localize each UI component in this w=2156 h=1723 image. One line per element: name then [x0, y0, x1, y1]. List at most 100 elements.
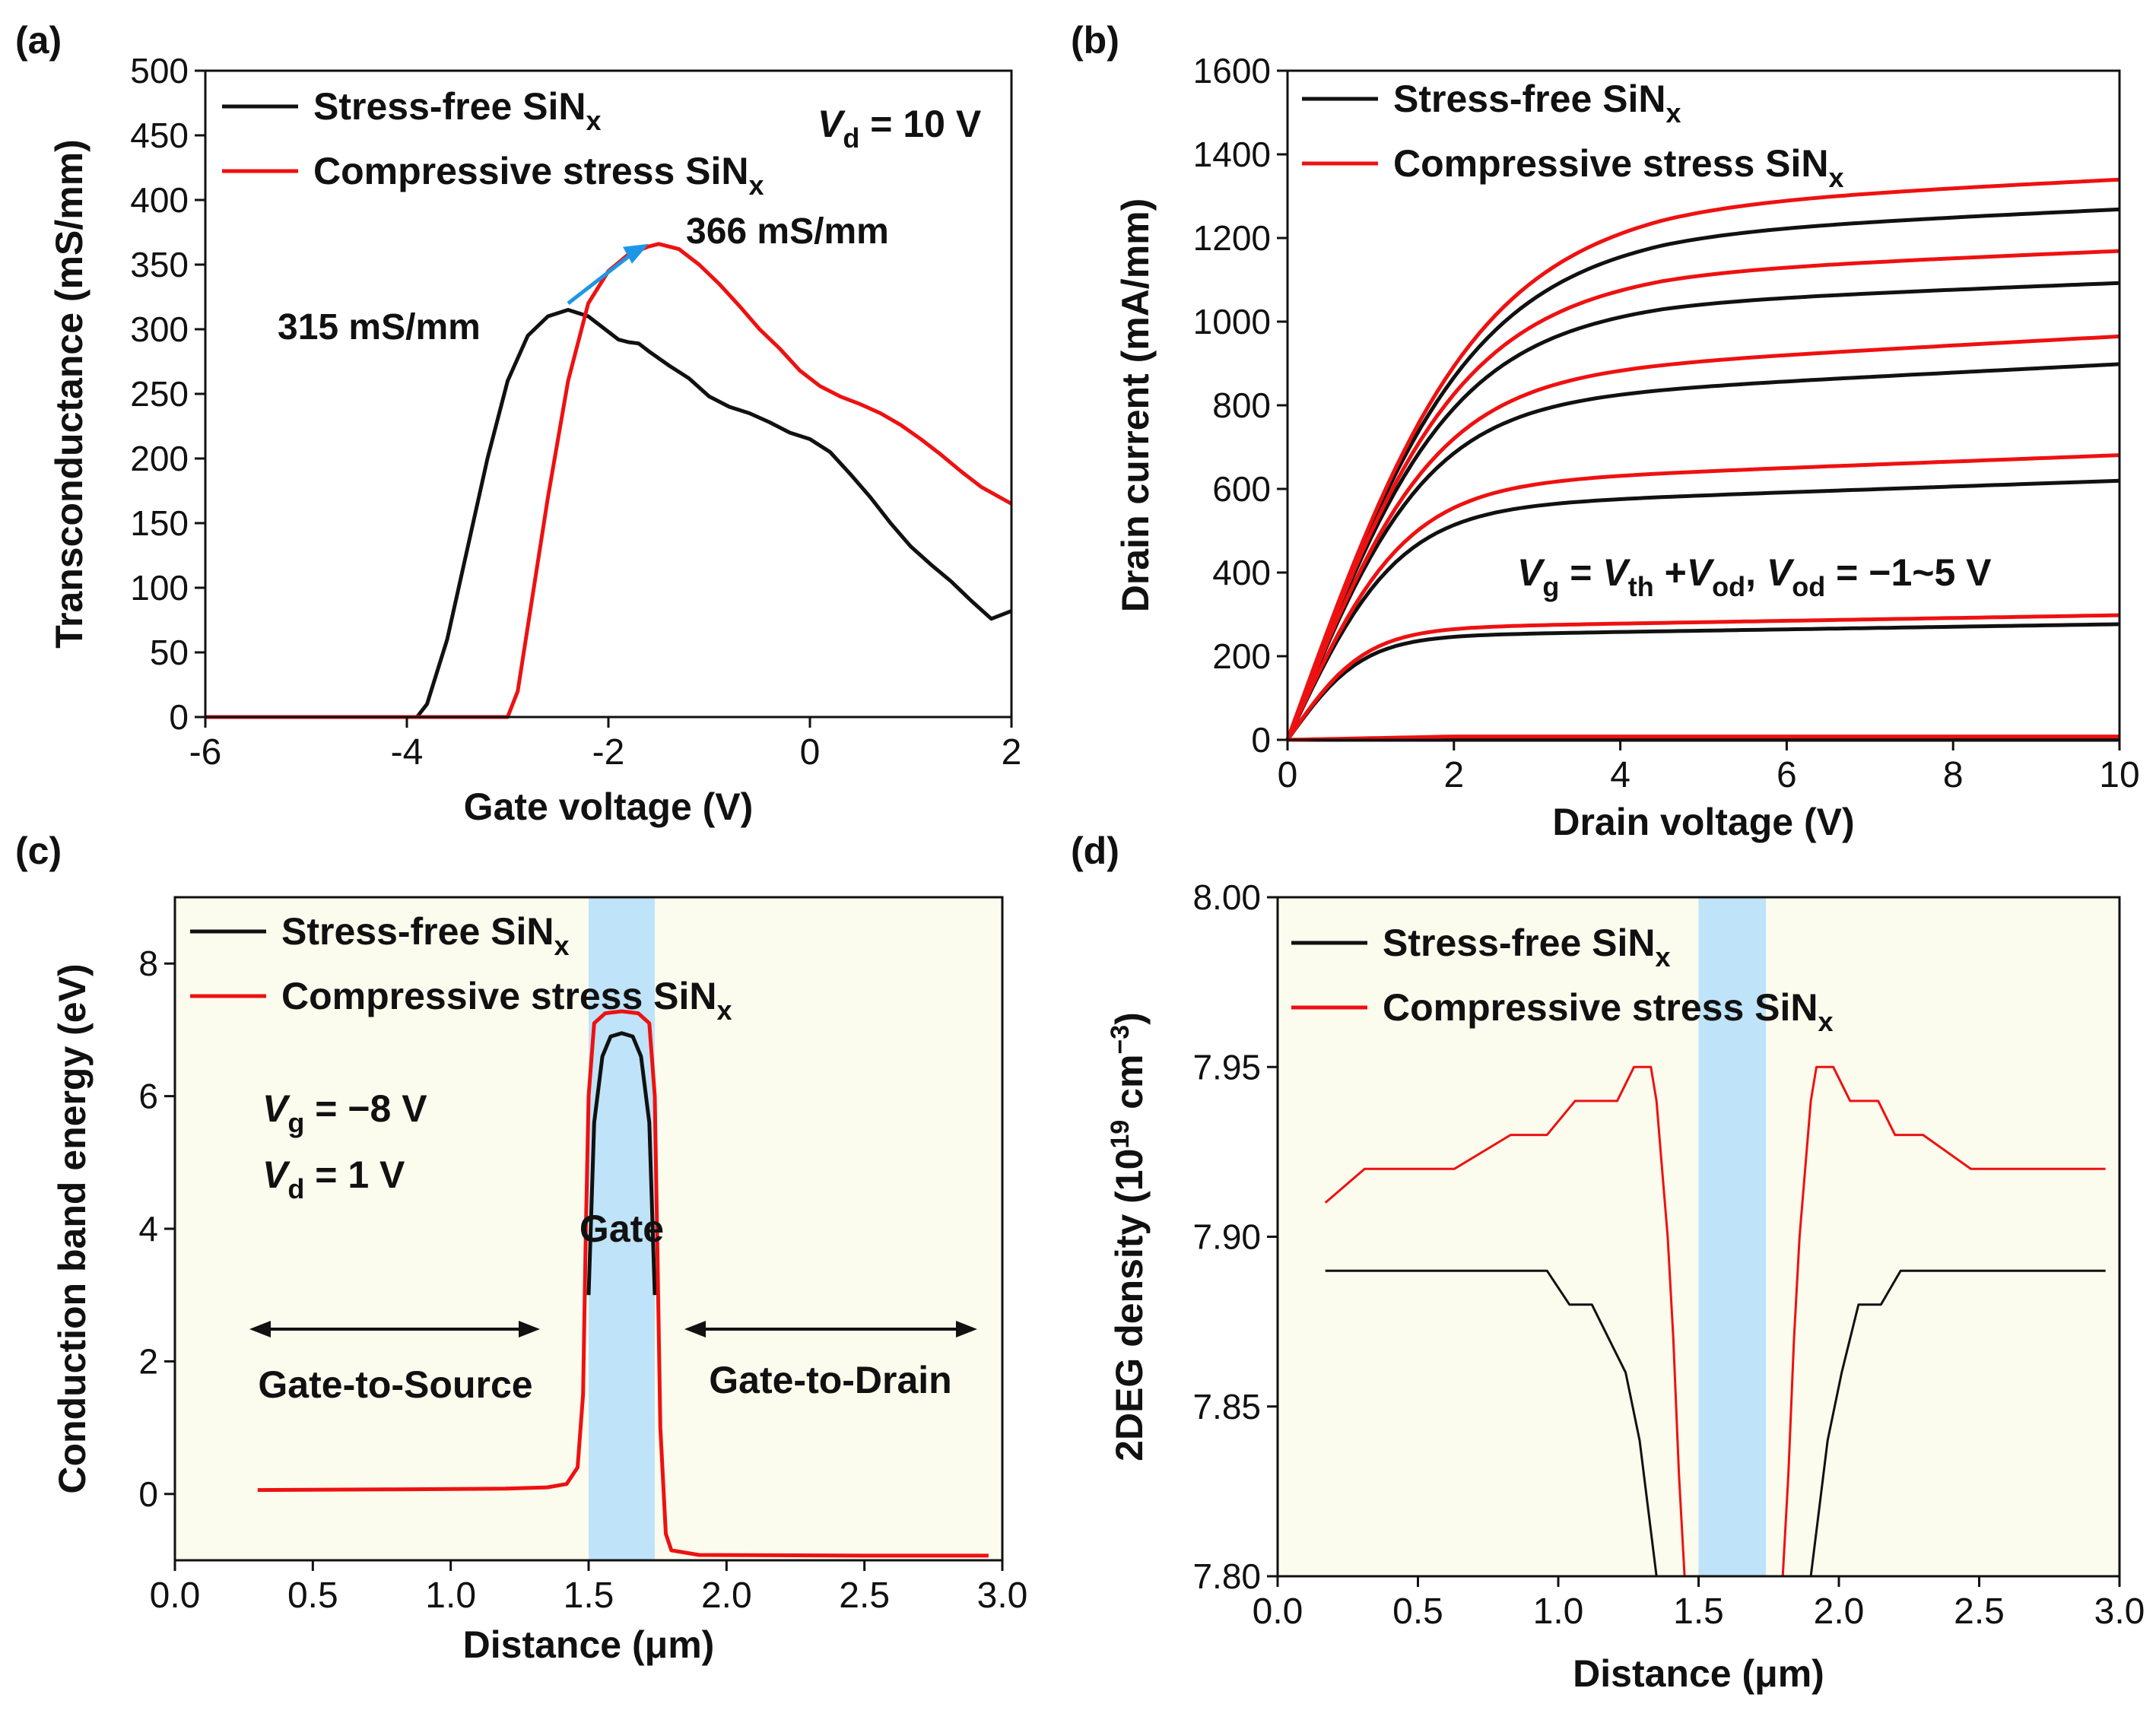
- gate-to-drain-label: Gate-to-Drain: [709, 1359, 951, 1401]
- band-line: [257, 1009, 989, 1558]
- output-curve: [1285, 281, 2120, 741]
- y-tick-label: 7.80: [1192, 1556, 1261, 1596]
- density-line: [1324, 1065, 1686, 1577]
- y-tick-label: 7.85: [1192, 1387, 1261, 1426]
- panel-b-chart: Stress-free SiNx Compressive stress SiNx V…: [1114, 51, 2140, 843]
- legend-label: Compressive stress SiNx: [313, 150, 764, 201]
- y-tick-label: 500: [130, 51, 189, 90]
- x-tick-label: 0.5: [287, 1575, 338, 1616]
- x-tick-label: 10: [2099, 755, 2139, 795]
- y-tick-label: 7.90: [1192, 1217, 1261, 1257]
- output-curve: [1285, 622, 2120, 741]
- y-tick-label: 8.00: [1192, 877, 1261, 917]
- y-tick-label: 50: [150, 633, 189, 672]
- output-curve: [1285, 362, 2120, 741]
- y-axis-title: Drain current (mA/mm): [1114, 198, 1157, 613]
- condition-vd: Vd = 10 V: [818, 103, 982, 154]
- annotation-315: 315 mS/mm: [278, 307, 481, 347]
- y-axis-title: Transconductance (mS/mm): [48, 139, 90, 649]
- density-line: [1325, 1269, 1658, 1577]
- density-line: [1809, 1269, 2106, 1577]
- x-axis-title: Drain voltage (V): [1552, 801, 1854, 843]
- x-tick-label: 0.0: [1253, 1591, 1303, 1632]
- y-tick-label: 200: [130, 439, 189, 478]
- output-curve: [1285, 478, 2120, 741]
- legend-label: Stress-free SiNx: [1393, 78, 1681, 129]
- panel-d-chart: Stress-free SiNx Compressive stress SiNx 0…: [1106, 877, 2145, 1695]
- x-tick-label: 2.5: [1954, 1591, 2005, 1632]
- x-tick-label: 2: [1002, 732, 1022, 773]
- y-tick-label: 200: [1212, 636, 1271, 676]
- x-tick-label: 0.5: [1392, 1591, 1443, 1632]
- gate-to-source-arrow-head-left: [249, 1321, 271, 1337]
- x-tick-label: 1.0: [425, 1575, 476, 1616]
- legend-label: Stress-free SiNx: [313, 85, 602, 136]
- x-tick-label: 0: [1278, 755, 1298, 795]
- panel-label-d: (d): [1071, 830, 1119, 872]
- y-tick-label: 1000: [1193, 302, 1271, 341]
- panel-label-c: (c): [15, 830, 62, 872]
- x-tick-label: 1.0: [1533, 1591, 1584, 1632]
- gate-label: Gate: [579, 1207, 664, 1250]
- output-curve: [1285, 453, 2120, 741]
- x-tick-label: 4: [1610, 755, 1630, 795]
- x-tick-label: 2.0: [701, 1575, 752, 1616]
- x-tick-label: -2: [592, 732, 625, 773]
- x-tick-label: -4: [391, 732, 424, 773]
- x-tick-label: 1.5: [564, 1575, 614, 1616]
- output-curve: [1287, 735, 2119, 742]
- series-line: [205, 242, 1013, 719]
- condition-vg: Vg = −8 V: [262, 1087, 427, 1138]
- y-tick-label: 100: [130, 568, 189, 608]
- gate-to-drain-arrow-head-right: [956, 1321, 977, 1337]
- output-curve: [1285, 613, 2120, 741]
- x-axis-title: Distance (μm): [463, 1623, 715, 1666]
- x-axis-title: Gate voltage (V): [464, 785, 754, 828]
- condition-vd: Vd = 1 V: [262, 1153, 405, 1204]
- y-tick-label: 400: [1212, 553, 1271, 592]
- y-axis-title: Conduction band energy (eV): [51, 963, 94, 1493]
- y-tick-label: 250: [130, 374, 189, 414]
- legend-label: Compressive stress SiNx: [281, 975, 732, 1026]
- x-tick-label: 2: [1443, 755, 1464, 795]
- panel-c-chart: Stress-free SiNx Compressive stress SiNx V…: [51, 896, 1028, 1666]
- gate-to-source-label: Gate-to-Source: [258, 1363, 532, 1406]
- condition-vg: Vg = Vth +Vod, Vod = −1~5 V: [1517, 551, 1992, 602]
- y-tick-label: 6: [138, 1077, 158, 1116]
- x-tick-label: 1.5: [1673, 1591, 1724, 1632]
- annotation-366: 366 mS/mm: [686, 211, 889, 252]
- x-tick-label: 0.0: [150, 1575, 201, 1616]
- output-curve: [1285, 177, 2120, 741]
- y-tick-label: 150: [130, 503, 189, 543]
- y-tick-label: 2: [138, 1341, 158, 1381]
- legend-label: Compressive stress SiNx: [1393, 142, 1844, 193]
- legend-label: Stress-free SiNx: [1383, 922, 1671, 973]
- panel-label-b: (b): [1071, 19, 1119, 62]
- output-curve: [1285, 207, 2120, 741]
- output-curve: [1285, 334, 2120, 741]
- y-tick-label: 1200: [1193, 218, 1271, 258]
- peak-shift-arrow: [567, 249, 637, 305]
- gate-to-source-arrow-head-right: [519, 1321, 540, 1337]
- y-tick-label: 600: [1212, 469, 1271, 509]
- y-tick-label: 8: [138, 944, 158, 983]
- gate-to-drain-arrow-head-left: [684, 1321, 706, 1337]
- band-line: [586, 1031, 657, 1296]
- y-tick-label: 0: [1251, 720, 1271, 760]
- y-tick-label: 0: [138, 1474, 158, 1514]
- gate-region: [1698, 897, 1767, 1576]
- density-line: [1781, 1065, 2106, 1577]
- y-tick-label: 450: [130, 116, 189, 155]
- y-tick-label: 7.95: [1192, 1047, 1261, 1087]
- x-tick-label: 0: [800, 732, 821, 773]
- panel-label-a: (a): [15, 19, 62, 62]
- output-curve: [1285, 249, 2120, 741]
- x-tick-label: 3.0: [2094, 1591, 2145, 1632]
- x-tick-label: 6: [1777, 755, 1797, 795]
- x-tick-label: 3.0: [977, 1575, 1028, 1616]
- y-tick-label: 4: [138, 1209, 158, 1249]
- legend-label: Compressive stress SiNx: [1383, 986, 1834, 1037]
- x-tick-label: -6: [189, 732, 222, 773]
- plot-area: [205, 71, 1011, 717]
